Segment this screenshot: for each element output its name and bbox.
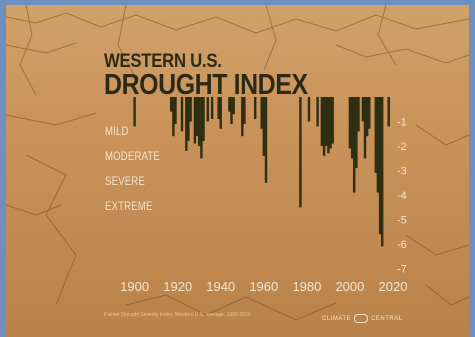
chart-frame: WESTERN U.S. DROUGHT INDEX MILD MODERATE… xyxy=(6,5,469,337)
drought-bar xyxy=(381,97,384,247)
drought-bar xyxy=(187,97,190,142)
drought-bar xyxy=(353,97,356,193)
level-label-mild: MILD xyxy=(105,124,129,138)
drought-bar xyxy=(243,97,246,124)
drought-bar xyxy=(387,97,390,127)
drought-bar xyxy=(327,97,330,154)
chart-title-line2: DROUGHT INDEX xyxy=(104,69,308,101)
drought-bar xyxy=(376,97,380,193)
drought-bar xyxy=(200,97,203,159)
drought-bar xyxy=(232,97,235,115)
drought-bar xyxy=(195,97,199,137)
level-label-severe: SEVERE xyxy=(105,174,145,188)
x-tick-label: 1980 xyxy=(292,279,321,294)
drought-bar xyxy=(363,97,367,159)
drought-bar xyxy=(189,97,192,122)
drought-bar xyxy=(262,97,265,156)
y-tick-label: -4 xyxy=(397,190,407,202)
drought-bar xyxy=(206,97,209,122)
drought-bar xyxy=(357,97,360,132)
drought-bar xyxy=(219,97,222,129)
drought-bar xyxy=(378,97,382,235)
drought-bar-chart: 1900 1920 1940 1960 1980 2000 2020 -1 -2 -3 -4 -5 -6… xyxy=(120,97,408,294)
drought-bar xyxy=(202,97,205,142)
drought-bar xyxy=(325,97,328,146)
x-tick-label: 1960 xyxy=(249,279,278,294)
source-footnote: Palmer Drought Severity Index, Western U… xyxy=(104,312,251,318)
drought-bar xyxy=(322,97,326,156)
drought-bar xyxy=(374,97,377,173)
y-tick-label: -3 xyxy=(397,166,407,178)
drought-bar xyxy=(217,97,220,119)
level-label-moderate: MODERATE xyxy=(105,149,160,163)
y-tick-label: -2 xyxy=(397,141,407,153)
x-tick-label: 1920 xyxy=(163,279,192,294)
chart-title-line1: WESTERN U.S. xyxy=(104,51,222,72)
drought-bar xyxy=(350,97,354,159)
x-tick-label: 1900 xyxy=(120,279,149,294)
drought-bar xyxy=(361,97,365,122)
drought-bar xyxy=(260,97,263,129)
drought-bar xyxy=(299,97,302,208)
climate-central-brand: CLIMATE CENTRAL xyxy=(322,314,403,323)
drought-bar xyxy=(180,97,184,132)
drought-bar xyxy=(331,97,334,144)
drought-bar xyxy=(198,97,201,146)
y-tick-label: -7 xyxy=(397,264,407,276)
x-tick-label: 2000 xyxy=(335,279,364,294)
brand-text-part: CENTRAL xyxy=(371,315,403,322)
drought-bar xyxy=(230,97,233,124)
drought-bar xyxy=(174,97,177,124)
x-tick-label: 1940 xyxy=(206,279,235,294)
level-label-extreme: EXTREME xyxy=(105,199,153,213)
y-tick-label: -6 xyxy=(397,239,407,251)
drought-bar xyxy=(307,97,311,122)
drought-bar xyxy=(185,97,188,151)
drought-bar xyxy=(133,97,136,127)
drought-bar xyxy=(193,97,197,144)
drought-bar xyxy=(348,97,352,149)
climate-central-logo-icon xyxy=(354,314,369,323)
x-tick-label: 2020 xyxy=(379,279,408,294)
drought-bar xyxy=(264,97,268,183)
drought-bar xyxy=(228,97,231,112)
drought-bar xyxy=(366,97,369,137)
drought-bar xyxy=(241,97,244,137)
drought-bar xyxy=(170,97,173,112)
drought-bar xyxy=(355,97,358,169)
y-tick-label: -1 xyxy=(397,117,407,129)
y-tick-label: -5 xyxy=(397,215,407,227)
drought-bar xyxy=(320,97,324,146)
drought-bar xyxy=(172,97,175,137)
drought-bar xyxy=(254,97,257,119)
drought-bar xyxy=(210,97,214,119)
brand-text-part: CLIMATE xyxy=(322,315,352,322)
drought-bar xyxy=(368,97,371,129)
drought-bar xyxy=(329,97,332,149)
drought-bar xyxy=(316,97,319,127)
cracked-earth-background xyxy=(6,5,469,321)
